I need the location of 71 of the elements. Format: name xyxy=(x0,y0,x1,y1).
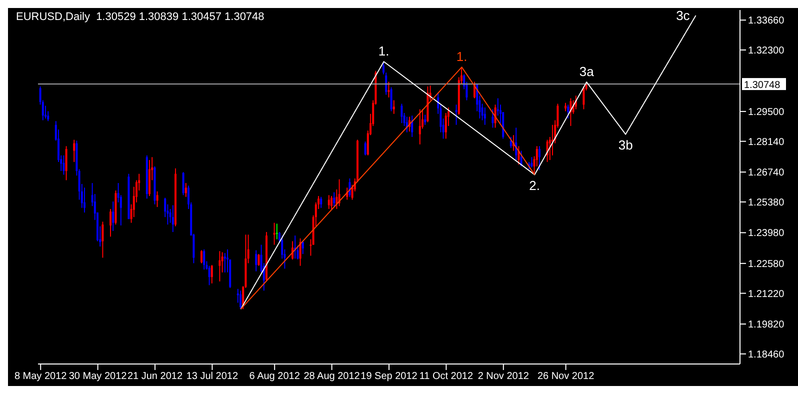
candlestick xyxy=(200,250,202,264)
annotation: 1. xyxy=(456,49,468,64)
candlestick xyxy=(210,264,213,284)
candlestick xyxy=(208,265,210,286)
x-tick-label: 19 Sep 2012 xyxy=(360,371,418,382)
candlestick xyxy=(582,86,585,110)
candlestick xyxy=(530,156,533,168)
candlestick xyxy=(224,252,226,273)
candlestick xyxy=(411,115,414,138)
candlestick xyxy=(258,253,260,266)
candlestick xyxy=(255,250,258,272)
y-tick-label: 1.23980 xyxy=(748,228,785,240)
candlestick xyxy=(388,81,390,98)
annotation: 2. xyxy=(529,178,540,193)
candlestick xyxy=(172,204,174,233)
candlestick xyxy=(218,250,221,282)
candlestick xyxy=(364,141,366,156)
candlestick xyxy=(538,146,540,171)
candlestick xyxy=(62,154,65,176)
y-tick-label: 1.32300 xyxy=(748,46,785,57)
x-tick-label: 2 Nov 2012 xyxy=(478,371,530,382)
candlestick xyxy=(276,223,278,240)
x-tick-label: 8 May 2012 xyxy=(14,371,68,382)
annotation: 3c xyxy=(676,8,690,24)
annotation: 3a xyxy=(579,64,595,80)
annotation: 1. xyxy=(378,44,390,59)
candlestick xyxy=(455,104,458,126)
candlestick xyxy=(182,172,184,196)
candlestick xyxy=(302,240,304,254)
candlestick xyxy=(240,290,242,310)
x-tick-label: 6 Aug 2012 xyxy=(249,371,300,382)
candlestick xyxy=(492,108,494,128)
candlestick xyxy=(156,190,158,208)
x-tick-label: 26 Nov 2012 xyxy=(537,371,595,382)
x-tick-label: 21 Jun 2012 xyxy=(127,371,183,382)
candlestick xyxy=(418,108,421,145)
candlestick xyxy=(299,238,302,266)
candlestick xyxy=(320,196,322,208)
candlestick xyxy=(390,86,392,112)
candlestick xyxy=(330,196,332,210)
y-tick-label: 1.25380 xyxy=(748,197,785,208)
x-tick-label: 11 Oct 2012 xyxy=(419,371,474,382)
ref-line-label: 1.30748 xyxy=(744,80,781,92)
y-tick-label: 1.19820 xyxy=(748,320,785,331)
annotation: 3b xyxy=(618,138,633,153)
y-tick-label: 1.29500 xyxy=(748,107,785,118)
candlestick xyxy=(112,200,114,232)
candlestick xyxy=(65,146,68,181)
candlestick xyxy=(333,192,336,207)
candlestick xyxy=(400,103,403,124)
y-tick-label: 1.26740 xyxy=(748,168,785,179)
candlestick xyxy=(203,248,206,270)
y-tick-label: 1.33660 xyxy=(748,16,785,27)
candlestick xyxy=(484,107,486,126)
y-tick-label: 1.28140 xyxy=(748,136,785,148)
candlestick xyxy=(392,100,395,114)
y-tick-label: 1.22580 xyxy=(748,258,785,270)
candlestick xyxy=(84,187,86,213)
candlestick xyxy=(110,208,112,238)
candlestick xyxy=(567,104,570,119)
candlestick xyxy=(73,139,76,162)
chart-title: EURUSD,Daily 1.30529 1.30839 1.30457 1.30748 xyxy=(16,11,264,23)
x-tick-label: 30 May 2012 xyxy=(68,371,128,382)
y-tick-label: 1.18460 xyxy=(748,349,785,360)
x-tick-label: 28 Aug 2012 xyxy=(304,371,360,382)
candlestick xyxy=(102,221,104,258)
candlestick xyxy=(184,182,187,198)
candlestick xyxy=(510,136,512,148)
candlestick xyxy=(328,194,330,210)
y-tick-label: 1.21220 xyxy=(748,288,785,300)
x-tick-label: 13 Jul 2012 xyxy=(186,371,238,382)
